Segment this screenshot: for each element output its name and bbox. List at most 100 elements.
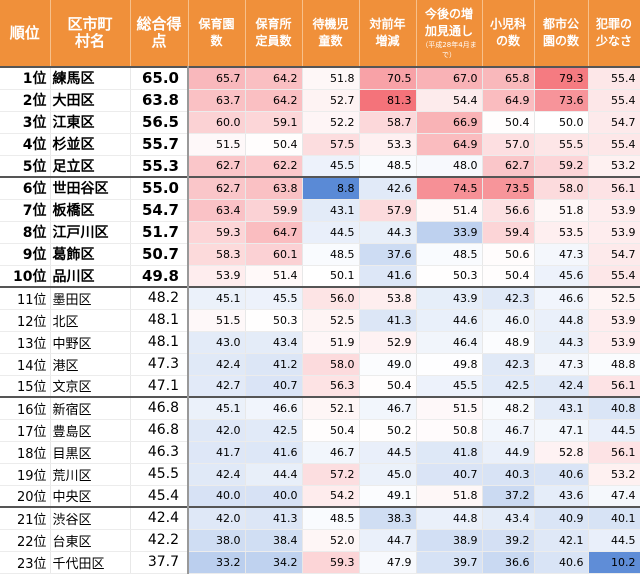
score-cell: 41.6	[359, 265, 417, 288]
score-cell: 40.9	[534, 506, 589, 530]
score-cell: 49.8	[416, 353, 483, 376]
score-cell: 42.3	[482, 353, 535, 376]
score-cell: 40.1	[588, 506, 640, 530]
score-cell: 38.4	[245, 529, 303, 552]
score-cell: 55.5	[534, 133, 589, 156]
rank-cell: 15位	[0, 375, 51, 398]
score-cell: 44.6	[416, 309, 483, 332]
ward-name-cell: 豊島区	[50, 419, 131, 442]
score-cell: 37.2	[482, 485, 535, 508]
score-cell: 41.2	[245, 353, 303, 376]
score-cell: 43.1	[534, 396, 589, 420]
total-score-cell: 49.8	[130, 265, 189, 288]
score-cell: 50.3	[245, 309, 303, 332]
ward-name-cell: 中央区	[50, 485, 131, 508]
score-cell: 49.0	[359, 353, 417, 376]
column-header: 待機児 童数	[302, 0, 360, 67]
score-cell: 40.0	[188, 485, 246, 508]
table-row: 4位 杉並区 55.7 51.5 50.4 57.5 53.3 64.9 57.0 55.5 55.…	[0, 133, 640, 156]
score-cell: 50.8	[416, 419, 483, 442]
score-cell: 50.4	[302, 419, 360, 442]
table-row: 21位 渋谷区 42.4 42.0 41.3 48.5 38.3 44.8 43.4 40.9 40…	[0, 506, 640, 530]
score-cell: 70.5	[359, 66, 417, 90]
total-score-cell: 48.1	[130, 331, 189, 354]
score-cell: 62.7	[482, 155, 535, 178]
score-cell: 42.7	[188, 375, 246, 398]
score-cell: 54.2	[302, 485, 360, 508]
table-row: 14位 港区 47.3 42.4 41.2 58.0 49.0 49.8 42.3 47.3 48.…	[0, 353, 640, 376]
score-cell: 41.7	[188, 441, 246, 464]
rank-cell: 11位	[0, 286, 51, 310]
score-cell: 64.2	[245, 89, 303, 112]
header-line: 村名	[74, 32, 105, 50]
score-cell: 46.6	[534, 286, 589, 310]
total-score-cell: 37.7	[130, 551, 189, 574]
table-row: 10位 品川区 49.8 53.9 51.4 50.1 41.6 50.3 50.4 45.6 55…	[0, 265, 640, 288]
total-score-cell: 45.5	[130, 463, 189, 486]
score-cell: 51.8	[302, 66, 360, 90]
ward-name-cell: 大田区	[50, 89, 131, 112]
score-cell: 44.3	[534, 331, 589, 354]
score-cell: 45.5	[416, 375, 483, 398]
total-score-cell: 50.7	[130, 243, 189, 266]
ward-name-cell: 荒川区	[50, 463, 131, 486]
score-cell: 42.4	[188, 353, 246, 376]
score-cell: 67.0	[416, 66, 483, 90]
score-cell: 81.3	[359, 89, 417, 112]
score-cell: 46.0	[482, 309, 535, 332]
score-cell: 38.9	[416, 529, 483, 552]
rank-cell: 14位	[0, 353, 51, 376]
header-line: 保育所	[255, 17, 292, 31]
score-cell: 43.4	[245, 331, 303, 354]
score-cell: 73.6	[534, 89, 589, 112]
table-row: 17位 豊島区 46.8 42.0 42.5 50.4 50.2 50.8 46.7 47.1 44…	[0, 419, 640, 442]
score-cell: 54.4	[416, 89, 483, 112]
score-cell: 57.9	[359, 199, 417, 222]
total-score-cell: 42.4	[130, 506, 189, 530]
ward-name-cell: 品川区	[50, 265, 131, 288]
score-cell: 50.4	[359, 375, 417, 398]
score-cell: 64.9	[482, 89, 535, 112]
score-cell: 51.4	[416, 199, 483, 222]
score-cell: 53.9	[188, 265, 246, 288]
ward-name-cell: 練馬区	[50, 66, 131, 90]
score-cell: 52.2	[302, 111, 360, 134]
score-cell: 44.4	[245, 463, 303, 486]
score-cell: 46.7	[482, 419, 535, 442]
total-score-cell: 45.4	[130, 485, 189, 508]
score-cell: 58.0	[534, 176, 589, 200]
score-cell: 62.7	[188, 155, 246, 178]
header-line: 都市公	[542, 17, 579, 31]
score-cell: 44.7	[359, 529, 417, 552]
score-cell: 51.5	[416, 396, 483, 420]
score-cell: 63.8	[245, 176, 303, 200]
score-cell: 53.3	[359, 133, 417, 156]
score-cell: 40.8	[588, 396, 640, 420]
table-row: 16位 新宿区 46.8 45.1 46.6 52.1 46.7 51.5 48.2 43.1 40…	[0, 396, 640, 420]
header-line: 増減	[375, 34, 400, 48]
header-note: （平成28年4月まで）	[421, 41, 477, 59]
table-row: 8位 江戸川区 51.7 59.3 64.7 44.5 44.3 33.9 59.4 53.5 53…	[0, 221, 640, 244]
score-cell: 50.2	[359, 419, 417, 442]
score-cell: 56.1	[588, 375, 640, 398]
rank-cell: 9位	[0, 243, 51, 266]
score-cell: 38.3	[359, 506, 417, 530]
ward-name-cell: 葛飾区	[50, 243, 131, 266]
rank-cell: 12位	[0, 309, 51, 332]
column-header: 保育所 定員数	[245, 0, 303, 67]
score-cell: 40.7	[245, 375, 303, 398]
score-cell: 45.1	[188, 286, 246, 310]
header-line: 少なさ	[595, 34, 632, 48]
score-cell: 36.6	[482, 551, 535, 574]
score-cell: 62.2	[245, 155, 303, 178]
score-cell: 53.9	[588, 199, 640, 222]
score-cell: 39.7	[416, 551, 483, 574]
table-row: 1位 練馬区 65.0 65.7 64.2 51.8 70.5 67.0 65.8 79.3 55.…	[0, 66, 640, 90]
score-cell: 48.5	[302, 243, 360, 266]
column-header: 保育園数	[188, 0, 246, 67]
score-cell: 43.4	[482, 506, 535, 530]
table-row: 20位 中央区 45.4 40.0 40.0 54.2 49.1 51.8 37.2 43.6 47…	[0, 485, 640, 508]
column-header: 対前年 増減	[359, 0, 417, 67]
score-cell: 53.9	[588, 221, 640, 244]
rank-cell: 19位	[0, 463, 51, 486]
